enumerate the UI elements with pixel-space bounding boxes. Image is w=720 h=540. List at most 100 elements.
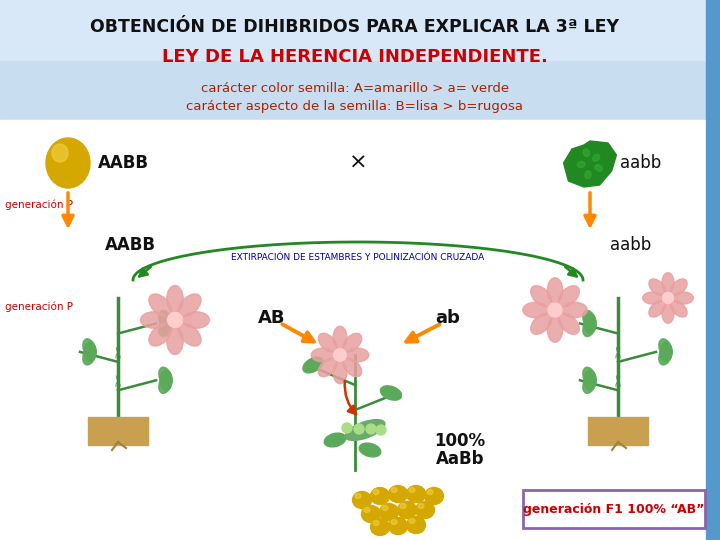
Ellipse shape — [585, 171, 591, 179]
Ellipse shape — [343, 333, 361, 352]
Ellipse shape — [355, 494, 361, 498]
Ellipse shape — [547, 317, 563, 342]
Ellipse shape — [671, 279, 687, 295]
Ellipse shape — [427, 489, 433, 495]
Circle shape — [376, 425, 386, 435]
Text: generación P: generación P — [5, 302, 73, 313]
Ellipse shape — [583, 148, 590, 157]
Ellipse shape — [559, 286, 580, 307]
Ellipse shape — [659, 339, 672, 358]
Bar — [88, 417, 148, 445]
Ellipse shape — [660, 342, 672, 362]
Ellipse shape — [83, 339, 96, 358]
Ellipse shape — [577, 161, 585, 167]
Bar — [0, 120, 720, 540]
Circle shape — [548, 303, 562, 317]
Text: ×: × — [348, 153, 367, 173]
Ellipse shape — [46, 138, 90, 188]
Ellipse shape — [382, 505, 388, 510]
Ellipse shape — [324, 433, 346, 447]
Circle shape — [662, 293, 673, 303]
Ellipse shape — [559, 313, 580, 334]
Circle shape — [366, 424, 376, 434]
Ellipse shape — [311, 348, 334, 362]
Ellipse shape — [547, 278, 563, 303]
Ellipse shape — [318, 333, 337, 352]
Ellipse shape — [83, 346, 96, 365]
Text: aabb: aabb — [610, 236, 652, 254]
Ellipse shape — [318, 358, 337, 377]
Ellipse shape — [159, 374, 172, 393]
Ellipse shape — [409, 518, 415, 523]
Ellipse shape — [584, 314, 596, 334]
Ellipse shape — [373, 521, 379, 525]
Ellipse shape — [371, 488, 390, 504]
Ellipse shape — [582, 374, 596, 393]
Ellipse shape — [531, 313, 552, 334]
Ellipse shape — [359, 443, 381, 457]
Ellipse shape — [364, 508, 370, 512]
Ellipse shape — [397, 502, 416, 518]
Ellipse shape — [333, 326, 347, 349]
Text: aabb: aabb — [620, 154, 661, 172]
Text: generación P: generación P — [5, 200, 73, 211]
Ellipse shape — [159, 318, 172, 336]
Ellipse shape — [52, 144, 68, 162]
Text: OBTENCIÓN DE DIHIBRIDOS PARA EXPLICAR LA 3ª LEY: OBTENCIÓN DE DIHIBRIDOS PARA EXPLICAR LA… — [91, 18, 619, 36]
Ellipse shape — [345, 420, 385, 441]
Ellipse shape — [400, 503, 406, 509]
Ellipse shape — [425, 488, 444, 504]
Circle shape — [334, 349, 346, 361]
Ellipse shape — [159, 310, 172, 330]
Ellipse shape — [593, 154, 600, 161]
FancyBboxPatch shape — [523, 490, 705, 528]
Ellipse shape — [303, 357, 323, 373]
Ellipse shape — [353, 491, 372, 509]
Ellipse shape — [371, 518, 390, 536]
Ellipse shape — [167, 286, 184, 313]
Ellipse shape — [167, 327, 184, 354]
Bar — [706, 0, 720, 540]
Ellipse shape — [662, 303, 674, 323]
Ellipse shape — [673, 292, 693, 304]
Polygon shape — [564, 141, 616, 187]
Text: AABB: AABB — [98, 154, 149, 172]
Ellipse shape — [523, 302, 548, 318]
Ellipse shape — [595, 165, 603, 171]
Circle shape — [342, 423, 352, 433]
Ellipse shape — [389, 517, 408, 535]
Ellipse shape — [380, 386, 402, 400]
Bar — [0, 0, 720, 120]
Ellipse shape — [659, 346, 672, 365]
Ellipse shape — [149, 294, 171, 316]
Ellipse shape — [649, 279, 665, 295]
Ellipse shape — [407, 485, 426, 503]
Ellipse shape — [149, 323, 171, 346]
Ellipse shape — [182, 312, 210, 328]
Ellipse shape — [391, 488, 397, 492]
Ellipse shape — [179, 323, 201, 346]
Text: AABB: AABB — [105, 236, 156, 254]
Ellipse shape — [159, 367, 172, 387]
Text: carácter aspecto de la semilla: B=lisa > b=rugosa: carácter aspecto de la semilla: B=lisa >… — [186, 100, 523, 113]
Text: 100%: 100% — [434, 432, 485, 450]
Ellipse shape — [160, 370, 172, 390]
Bar — [588, 417, 648, 445]
Ellipse shape — [671, 301, 687, 317]
Text: AaBb: AaBb — [436, 450, 485, 468]
Ellipse shape — [531, 286, 552, 307]
Ellipse shape — [582, 310, 596, 330]
Ellipse shape — [582, 318, 596, 336]
Ellipse shape — [160, 314, 172, 334]
Ellipse shape — [415, 502, 434, 518]
Circle shape — [354, 424, 364, 434]
Text: EXTIRPACIÓN DE ESTAMBRES Y POLINIZACIÓN CRUZADA: EXTIRPACIÓN DE ESTAMBRES Y POLINIZACIÓN … — [231, 253, 485, 262]
Ellipse shape — [361, 505, 380, 523]
Ellipse shape — [407, 516, 426, 534]
Ellipse shape — [662, 273, 674, 293]
Ellipse shape — [179, 294, 201, 316]
Bar — [0, 0, 720, 60]
Text: AB: AB — [258, 309, 286, 327]
Ellipse shape — [140, 312, 168, 328]
Ellipse shape — [343, 358, 361, 377]
